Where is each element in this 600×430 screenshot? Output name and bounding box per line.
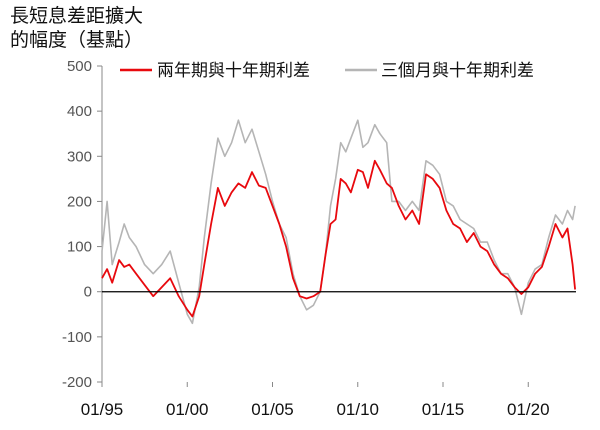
x-tick-label: 01/05 (251, 400, 294, 419)
x-tick-label: 01/00 (166, 400, 209, 419)
legend: 兩年期與十年期利差 三個月與十年期利差 (120, 61, 534, 81)
legend-label: 兩年期與十年期利差 (157, 61, 310, 81)
y-tick-label: 100 (67, 239, 92, 256)
legend-label: 三個月與十年期利差 (381, 61, 534, 81)
series-line (101, 159, 576, 318)
plot-area: -200 -100 0 100 200 300 400 500 01/95 01/00 01/05 0… (62, 58, 576, 419)
y-tick-label: 500 (67, 58, 92, 75)
series-line (101, 119, 576, 325)
x-tick-label: 01/10 (336, 400, 379, 419)
x-tick-label: 01/15 (422, 400, 465, 419)
y-tick-label: -100 (62, 329, 92, 346)
chart-title-line-1: 長短息差距擴大 (10, 5, 144, 27)
y-tick-label: 400 (67, 103, 92, 120)
y-tick-label: 200 (67, 193, 92, 210)
x-tick-label: 01/95 (81, 400, 124, 419)
y-tick-label: 300 (67, 148, 92, 165)
y-tick-label: 0 (84, 284, 92, 301)
chart-title-line-2: 的幅度（基點） (10, 29, 144, 51)
x-tick-label: 01/20 (507, 400, 550, 419)
chart-title: 長短息差距擴大 的幅度（基點） (10, 4, 143, 52)
y-tick-label: -200 (62, 374, 92, 391)
